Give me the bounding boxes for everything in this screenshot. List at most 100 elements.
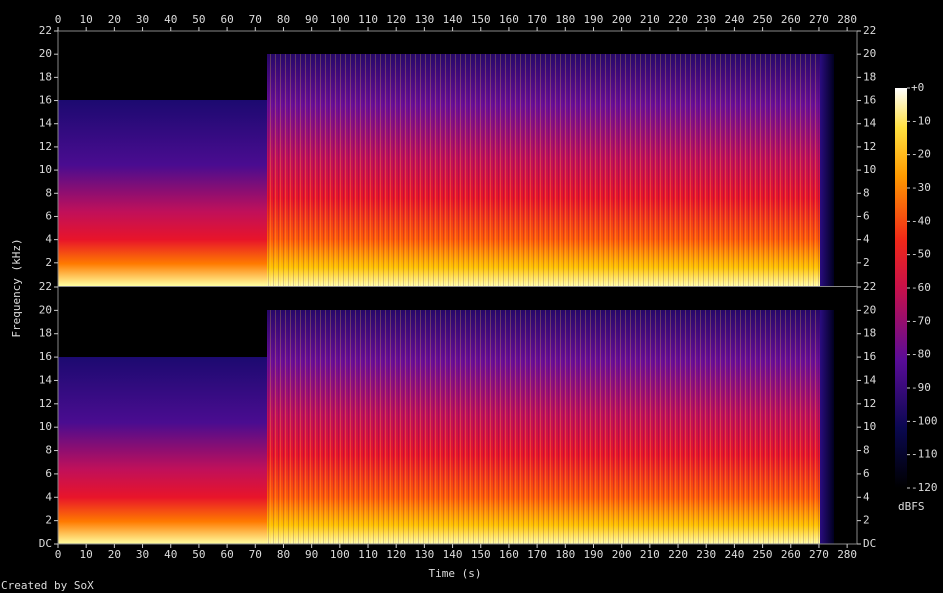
y-tick-label: 10 — [39, 163, 52, 176]
y-tick-label: 8 — [863, 186, 870, 199]
y-tick-label: 4 — [863, 233, 870, 246]
y-tick-label: DC — [863, 537, 876, 550]
y-tick-label: 4 — [863, 490, 870, 503]
x-tick-label: 100 — [330, 548, 350, 561]
x-tick-label: 160 — [499, 548, 519, 561]
y-tick-label: 22 — [39, 280, 52, 293]
x-tick-label: 160 — [499, 13, 519, 26]
y-tick-label: 12 — [39, 397, 52, 410]
x-tick-label: 220 — [668, 548, 688, 561]
x-tick-label: 260 — [781, 13, 801, 26]
y-tick-label: 14 — [863, 117, 877, 130]
x-tick-label: 30 — [136, 13, 149, 26]
x-tick-label: 200 — [612, 548, 632, 561]
y-tick-label: 10 — [863, 420, 876, 433]
x-tick-label: 20 — [108, 13, 121, 26]
x-tick-label: 190 — [584, 548, 604, 561]
y-tick-label: 22 — [863, 280, 876, 293]
y-tick-label: 14 — [39, 373, 53, 386]
y-tick-label: 20 — [863, 303, 876, 316]
x-tick-label: 10 — [80, 548, 93, 561]
x-tick-label: 180 — [555, 548, 575, 561]
x-tick-label: 70 — [249, 548, 262, 561]
colorbar-tick-label: -30 — [911, 181, 931, 194]
x-tick-label: 170 — [527, 13, 547, 26]
x-tick-label: 10 — [80, 13, 93, 26]
x-tick-label: 230 — [696, 548, 716, 561]
spectrogram-image — [58, 287, 857, 544]
x-tick-label: 30 — [136, 548, 149, 561]
y-tick-label: 20 — [39, 47, 52, 60]
colorbar — [895, 88, 907, 488]
y-tick-label: 4 — [45, 490, 52, 503]
y-tick-label: 12 — [863, 397, 876, 410]
y-tick-label: 6 — [45, 209, 52, 222]
x-tick-label: 0 — [55, 13, 62, 26]
y-tick-label: 10 — [39, 420, 52, 433]
x-tick-label: 50 — [192, 548, 205, 561]
colorbar-tick-label: -110 — [911, 448, 938, 461]
x-tick-label: 240 — [724, 548, 744, 561]
x-tick-label: 0 — [55, 548, 62, 561]
x-tick-label: 270 — [809, 13, 829, 26]
x-tick-label: 270 — [809, 548, 829, 561]
x-tick-label: 20 — [108, 548, 121, 561]
y-tick-label: 18 — [863, 70, 876, 83]
y-tick-label: 16 — [39, 94, 52, 107]
y-tick-label: 14 — [863, 373, 877, 386]
x-tick-label: 100 — [330, 13, 350, 26]
y-tick-label: 18 — [39, 327, 52, 340]
y-tick-label: 16 — [863, 350, 876, 363]
footer: Created by SoX — [1, 579, 94, 592]
x-tick-label: 80 — [277, 13, 290, 26]
y-tick-label: 16 — [863, 94, 876, 107]
x-tick-label: 90 — [305, 13, 318, 26]
x-tick-label: 200 — [612, 13, 632, 26]
x-tick-label: 280 — [837, 13, 857, 26]
y-tick-label: 22 — [39, 24, 52, 37]
y-tick-label: 2 — [45, 514, 52, 527]
x-tick-label: 120 — [386, 13, 406, 26]
x-tick-label: 140 — [443, 548, 463, 561]
colorbar-tick-label: -90 — [911, 381, 931, 394]
colorbar-tick-label: -120 — [911, 481, 938, 494]
colorbar-tick-label: -80 — [911, 348, 931, 361]
x-tick-label: 40 — [164, 13, 177, 26]
x-tick-label: 210 — [640, 548, 660, 561]
x-tick-label: 110 — [358, 548, 378, 561]
colorbar-tick-label: -60 — [911, 281, 931, 294]
y-tick-label: 12 — [39, 140, 52, 153]
x-tick-label: 250 — [753, 13, 773, 26]
x-tick-label: 150 — [471, 548, 491, 561]
colorbar-tick-label: -100 — [911, 414, 938, 427]
y-tick-label: 6 — [863, 467, 870, 480]
y-tick-label: 6 — [863, 209, 870, 222]
colorbar-tick-label: -70 — [911, 314, 931, 327]
x-tick-label: 90 — [305, 548, 318, 561]
y-tick-label: 8 — [45, 444, 52, 457]
spectrogram-image — [58, 31, 857, 286]
x-tick-label: 190 — [584, 13, 604, 26]
x-tick-label: 220 — [668, 13, 688, 26]
y-tick-label: 18 — [39, 70, 52, 83]
y-tick-label: 12 — [863, 140, 876, 153]
colorbar-tick-label: -40 — [911, 214, 931, 227]
colorbar-tick-label: -10 — [911, 114, 931, 127]
y-tick-label: 2 — [863, 514, 870, 527]
y-tick-label: 22 — [863, 24, 876, 37]
y-tick-label: 2 — [45, 256, 52, 269]
colorbar-tick-label: +0 — [911, 81, 924, 94]
x-tick-label: 150 — [471, 13, 491, 26]
y-axis-label: Frequency (kHz) — [10, 238, 23, 337]
colorbar-tick-label: -50 — [911, 248, 931, 261]
x-tick-label: 250 — [753, 548, 773, 561]
x-tick-label: 240 — [724, 13, 744, 26]
y-tick-label: 2 — [863, 256, 870, 269]
colorbar-tick-label: -20 — [911, 148, 931, 161]
x-tick-label: 280 — [837, 548, 857, 561]
x-tick-label: 210 — [640, 13, 660, 26]
y-tick-label: 14 — [39, 117, 53, 130]
y-tick-label: 20 — [39, 303, 52, 316]
x-axis-label: Time (s) — [429, 567, 482, 580]
x-tick-label: 120 — [386, 548, 406, 561]
